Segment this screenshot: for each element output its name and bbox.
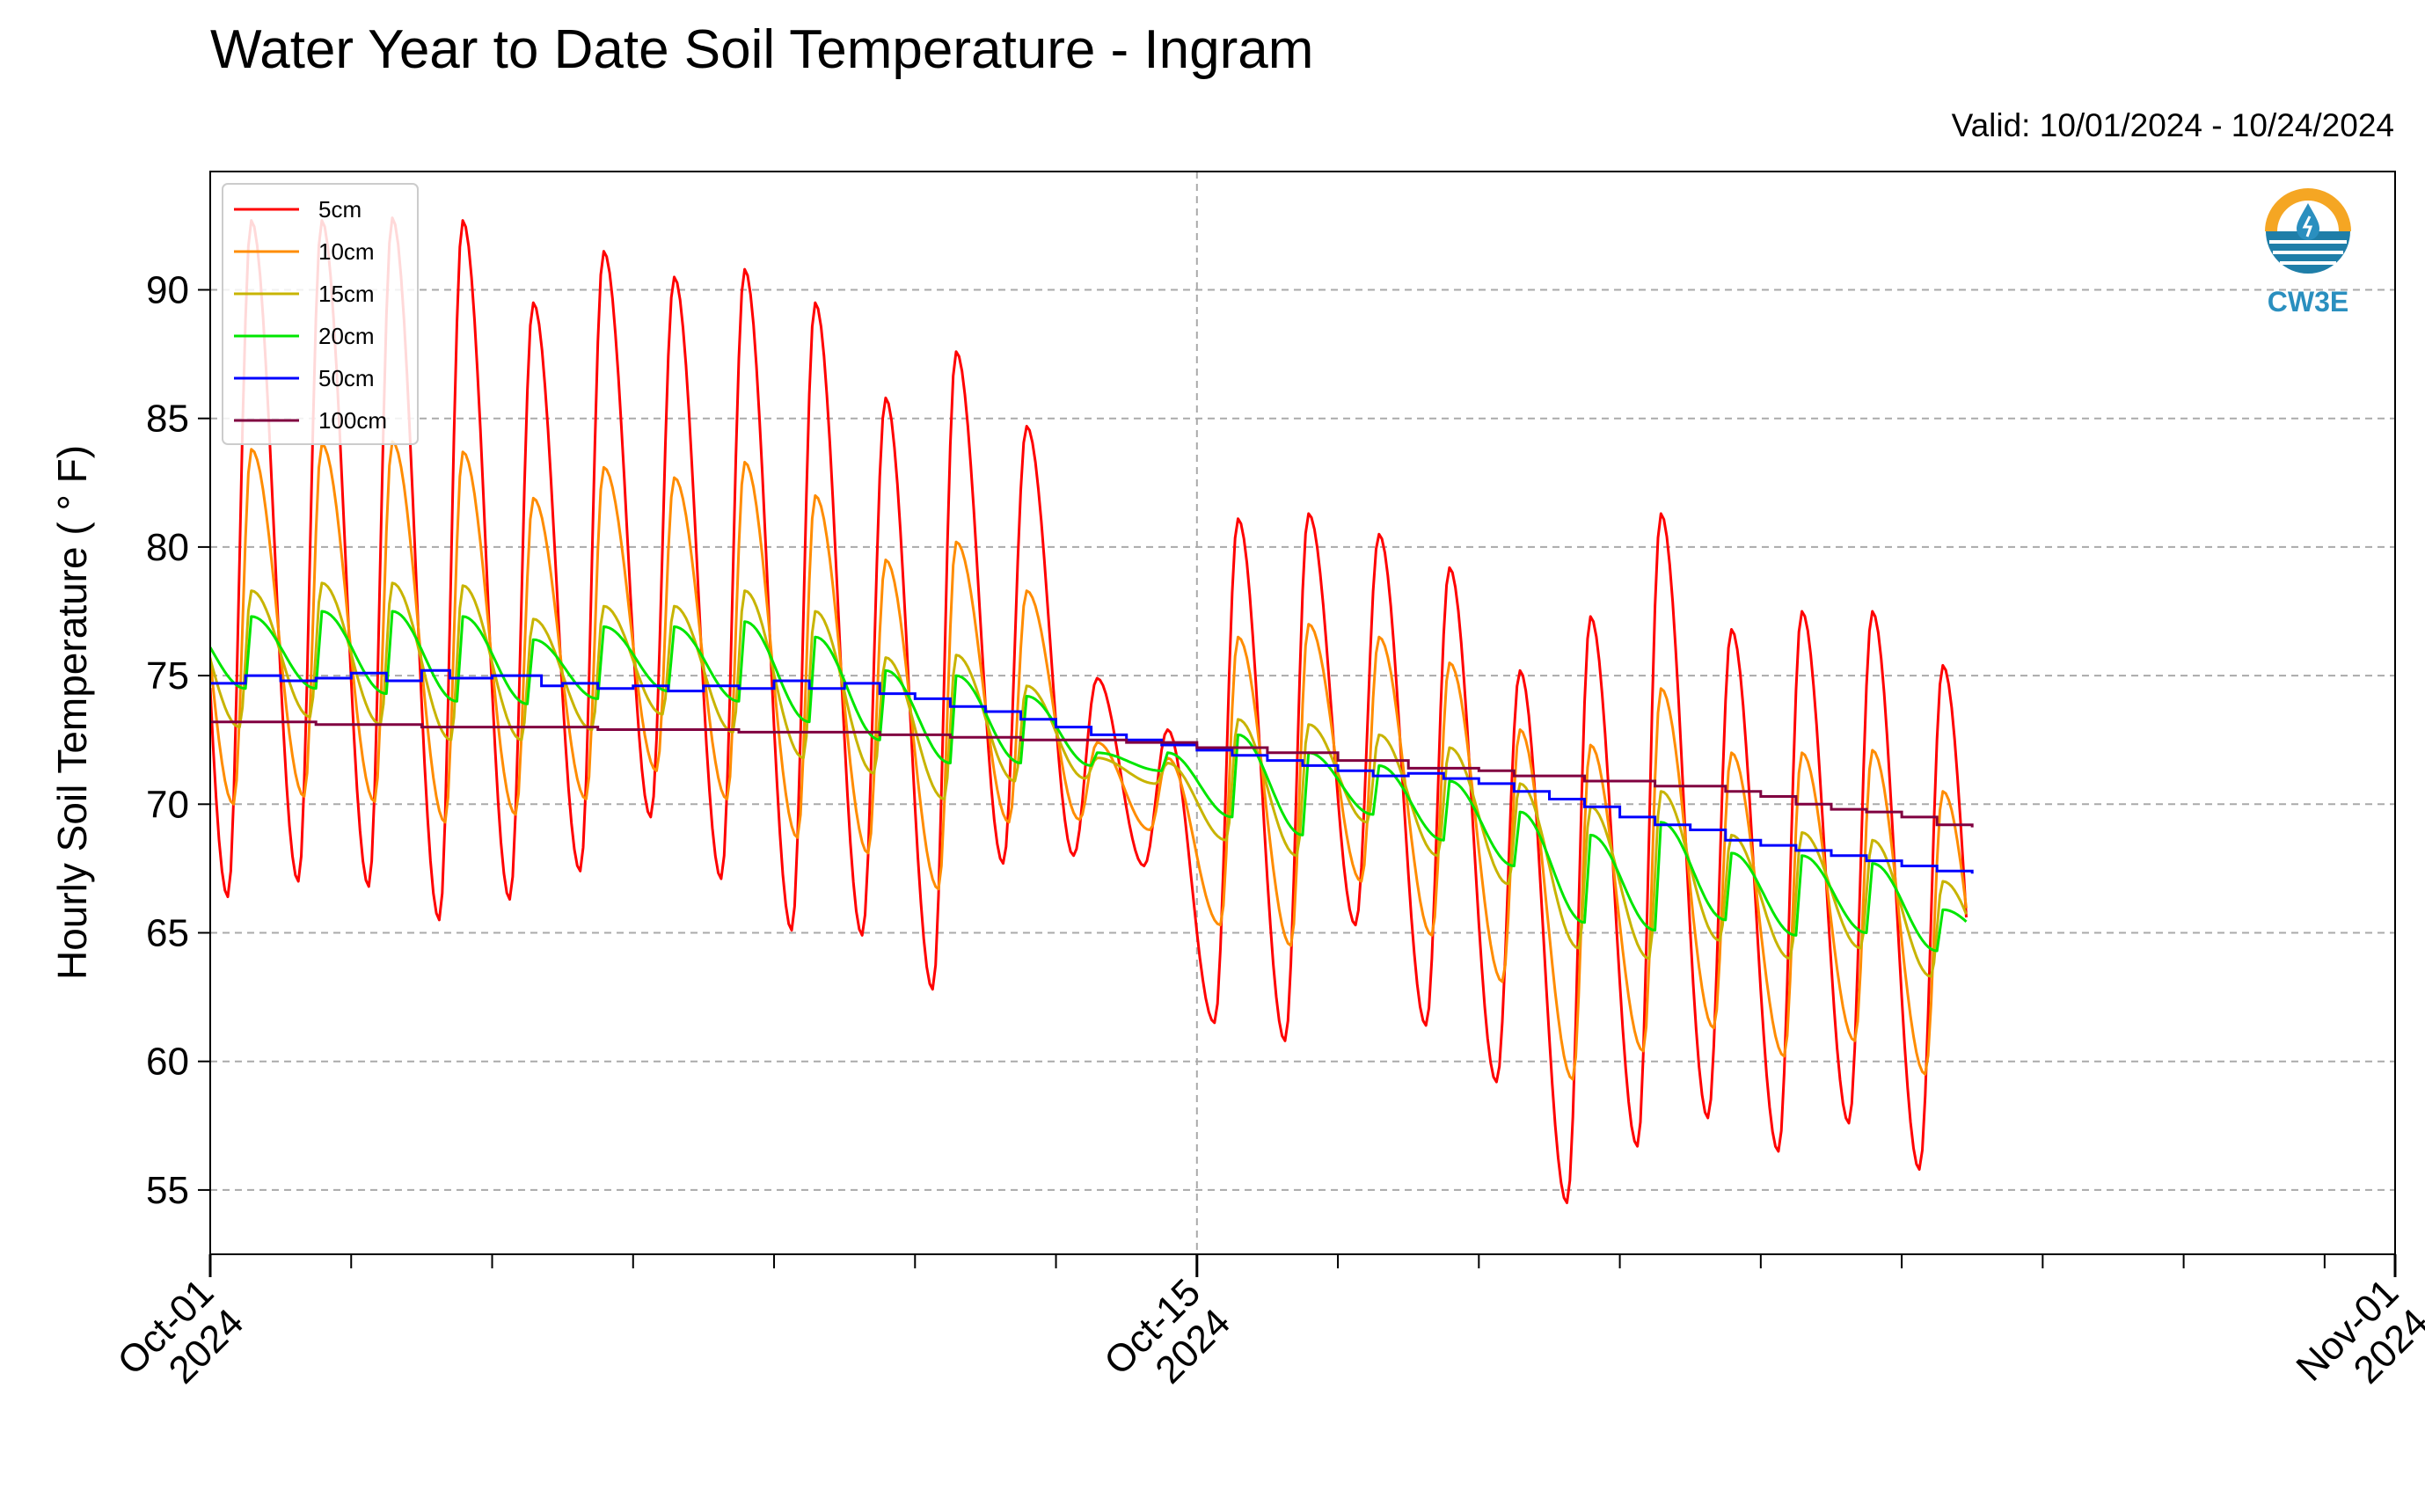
chart-subtitle: Valid: 10/01/2024 - 10/24/2024 <box>1951 107 2394 143</box>
y-tick-label: 65 <box>146 912 189 955</box>
y-tick-label: 55 <box>146 1169 189 1212</box>
plot-frame <box>209 171 2396 1255</box>
series-line-10cm <box>210 440 1968 1081</box>
legend-label-5cm: 5cm <box>318 196 362 223</box>
y-tick-label: 75 <box>146 654 189 698</box>
series-line-50cm <box>210 668 1974 874</box>
series-line-15cm <box>210 581 1968 978</box>
y-tick-label: 90 <box>146 269 189 312</box>
series-lines <box>210 216 1974 1204</box>
y-tick-label: 80 <box>146 526 189 569</box>
legend-label-50cm: 50cm <box>318 365 375 391</box>
y-tick-label: 70 <box>146 783 189 826</box>
y-tick-label: 60 <box>146 1041 189 1084</box>
drop-highlight <box>2302 215 2313 237</box>
cw3e-logo[interactable]: CW3E <box>2265 188 2351 318</box>
chart-title: Water Year to Date Soil Temperature - In… <box>210 19 1314 80</box>
logo-text: CW3E <box>2268 286 2348 318</box>
legend-label-20cm: 20cm <box>318 323 375 349</box>
series-line-100cm <box>210 720 1974 828</box>
legend-box <box>222 183 419 445</box>
grid-lines <box>210 172 2395 1254</box>
legend-label-15cm: 15cm <box>318 281 375 307</box>
legend: 5cm 10cm 15cm 20cm 50cm 100cm <box>222 183 419 445</box>
y-axis-label: Hourly Soil Temperature ( ° F) <box>49 445 95 980</box>
y-tick-label: 85 <box>146 398 189 441</box>
legend-label-10cm: 10cm <box>318 238 375 265</box>
logo-wave-lines <box>2269 240 2347 265</box>
series-line-5cm <box>210 216 1968 1204</box>
legend-label-100cm: 100cm <box>318 407 387 434</box>
